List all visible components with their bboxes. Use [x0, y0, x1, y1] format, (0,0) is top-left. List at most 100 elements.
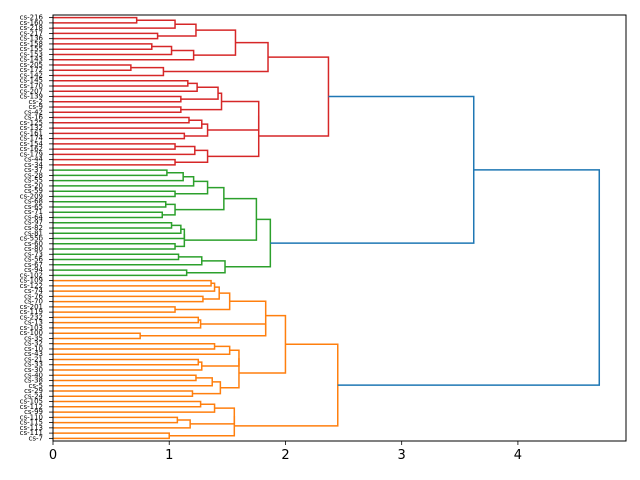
- leaf-label: cs-43: [24, 350, 43, 358]
- leaf-label: cs-142: [20, 71, 43, 79]
- leaf-label: cs-209: [20, 192, 43, 200]
- dendrogram-link-11: [53, 79, 189, 87]
- leaf-label: cs-105: [20, 398, 43, 406]
- leaf-label: cs-232: [20, 313, 43, 321]
- leaf-label: cs-110: [20, 413, 43, 421]
- leaf-label: cs-218: [20, 24, 43, 32]
- leaf-label: cs-111: [20, 429, 43, 437]
- dendrogram-link-37: [53, 221, 173, 229]
- leaf-label: cs-73: [24, 250, 43, 258]
- dendrogram-link-46: [186, 260, 226, 274]
- leaf-label: cs-71: [24, 208, 43, 216]
- dendrogram-link-36: [175, 186, 225, 211]
- leaf-label: cs-115: [20, 419, 43, 427]
- dendrogram-link-68: [220, 358, 240, 389]
- dendrogram-link-33: [53, 200, 167, 208]
- dendrogram-link-22: [53, 143, 176, 150]
- dendrogram-link-61: [53, 361, 203, 371]
- leaf-label: cs-16: [24, 114, 43, 122]
- dendrogram-link-67: [192, 381, 222, 395]
- dendrogram-link-48: [53, 279, 212, 287]
- dendrogram-link-70: [53, 400, 202, 408]
- leaf-label: cs-37: [24, 166, 43, 174]
- dendrogram-link-66: [53, 390, 194, 398]
- dendrogram-link-17: [53, 116, 190, 124]
- dendrogram-link-27: [258, 56, 330, 137]
- x-tick-label: 1: [165, 448, 173, 463]
- dendrogram-link-24: [53, 158, 176, 166]
- leaf-label: cs-65: [24, 203, 43, 211]
- leaf-label: cs-113: [20, 424, 43, 432]
- leaf-label: cs-145: [20, 77, 43, 85]
- dendrogram-link-64: [53, 374, 197, 382]
- leaf-label: cs-119: [20, 308, 43, 316]
- leaf-label: cs-161: [20, 129, 43, 137]
- dendrogram-link-51: [202, 286, 220, 300]
- dendrogram-link-23: [53, 145, 196, 156]
- leaf-label: cs-170: [20, 82, 43, 90]
- dendrogram-link-79: [337, 169, 601, 386]
- dendrogram-link-78: [270, 95, 475, 244]
- dendrogram-link-25: [175, 149, 209, 164]
- leaf-label: cs-76: [24, 292, 43, 300]
- leaf-label: cs-97: [24, 219, 43, 227]
- leaf-label: cs-109: [20, 277, 43, 285]
- dendrogram-link-47: [225, 218, 272, 268]
- dendrogram-link-54: [53, 316, 200, 324]
- dendrogram-link-52: [53, 306, 176, 313]
- dendrogram-link-10: [163, 41, 269, 73]
- leaf-label: cs-24: [24, 392, 43, 400]
- dendrogram-link-74: [190, 407, 236, 425]
- leaf-label: cs-44: [24, 156, 43, 164]
- leaf-label: cs-33: [24, 361, 43, 369]
- dendrogram-link-19: [53, 132, 186, 140]
- dendrogram-link-4: [53, 43, 153, 50]
- dendrogram-link-71: [53, 403, 216, 413]
- x-tick-label: 3: [398, 448, 406, 463]
- leaf-label: cs-94: [24, 266, 43, 274]
- leaf-label: cs-102: [20, 271, 43, 279]
- x-tick-label: 0: [49, 448, 57, 463]
- leaf-label: cs-122: [20, 282, 43, 290]
- leaf-label: cs-82: [24, 224, 43, 232]
- leaf-label: cs-158: [20, 40, 43, 48]
- dendrogram-link-73: [53, 419, 191, 429]
- leaf-label: cs-143: [20, 56, 43, 64]
- leaf-label: cs-174: [20, 135, 44, 143]
- leaf-label: cs-139: [20, 93, 43, 101]
- dendrogram-link-62: [53, 345, 231, 355]
- leaf-label: cs-216: [20, 14, 44, 22]
- dendrogram-link-0: [53, 16, 138, 24]
- dendrogram-link-63: [201, 349, 240, 367]
- dendrogram-link-35: [162, 203, 176, 216]
- dendrogram-link-15: [53, 106, 182, 114]
- leaf-label: cs-100: [20, 329, 43, 337]
- leaf-label: cs-2: [29, 98, 43, 106]
- dendrogram-link-50: [53, 295, 204, 303]
- leaf-label: cs-80: [24, 245, 43, 253]
- leaf-label: cs-21: [24, 355, 43, 363]
- dendrogram-link-34: [53, 211, 163, 219]
- dendrogram-link-60: [53, 358, 200, 366]
- x-axis-ticks: 0 1 2 3 4: [49, 441, 522, 463]
- leaf-label: cs-9: [29, 103, 43, 111]
- dendrogram-link-45: [53, 269, 188, 277]
- leaf-label: cs-59: [24, 187, 43, 195]
- leaf-label: cs-35: [24, 334, 43, 342]
- dendrogram-link-65: [53, 377, 213, 387]
- leaf-label: cs-5: [29, 382, 43, 390]
- leaf-label: cs-201: [20, 303, 43, 311]
- leaf-label: cs-42: [24, 108, 43, 116]
- leaf-label: cs-153: [20, 50, 43, 58]
- dendrogram-link-56: [53, 332, 141, 340]
- dendrogram-link-75: [53, 432, 170, 440]
- dendrogram-link-28: [53, 169, 168, 177]
- dendrogram-link-39: [53, 228, 186, 240]
- dendrogram-link-2: [53, 32, 159, 40]
- leaf-label: cs-55b: [20, 235, 44, 243]
- leaf-label: cs-162: [20, 145, 43, 153]
- leaf-label: cs-70: [24, 298, 43, 306]
- leaf-label: cs-29: [24, 387, 43, 395]
- leaf-label: cs-154: [20, 140, 44, 148]
